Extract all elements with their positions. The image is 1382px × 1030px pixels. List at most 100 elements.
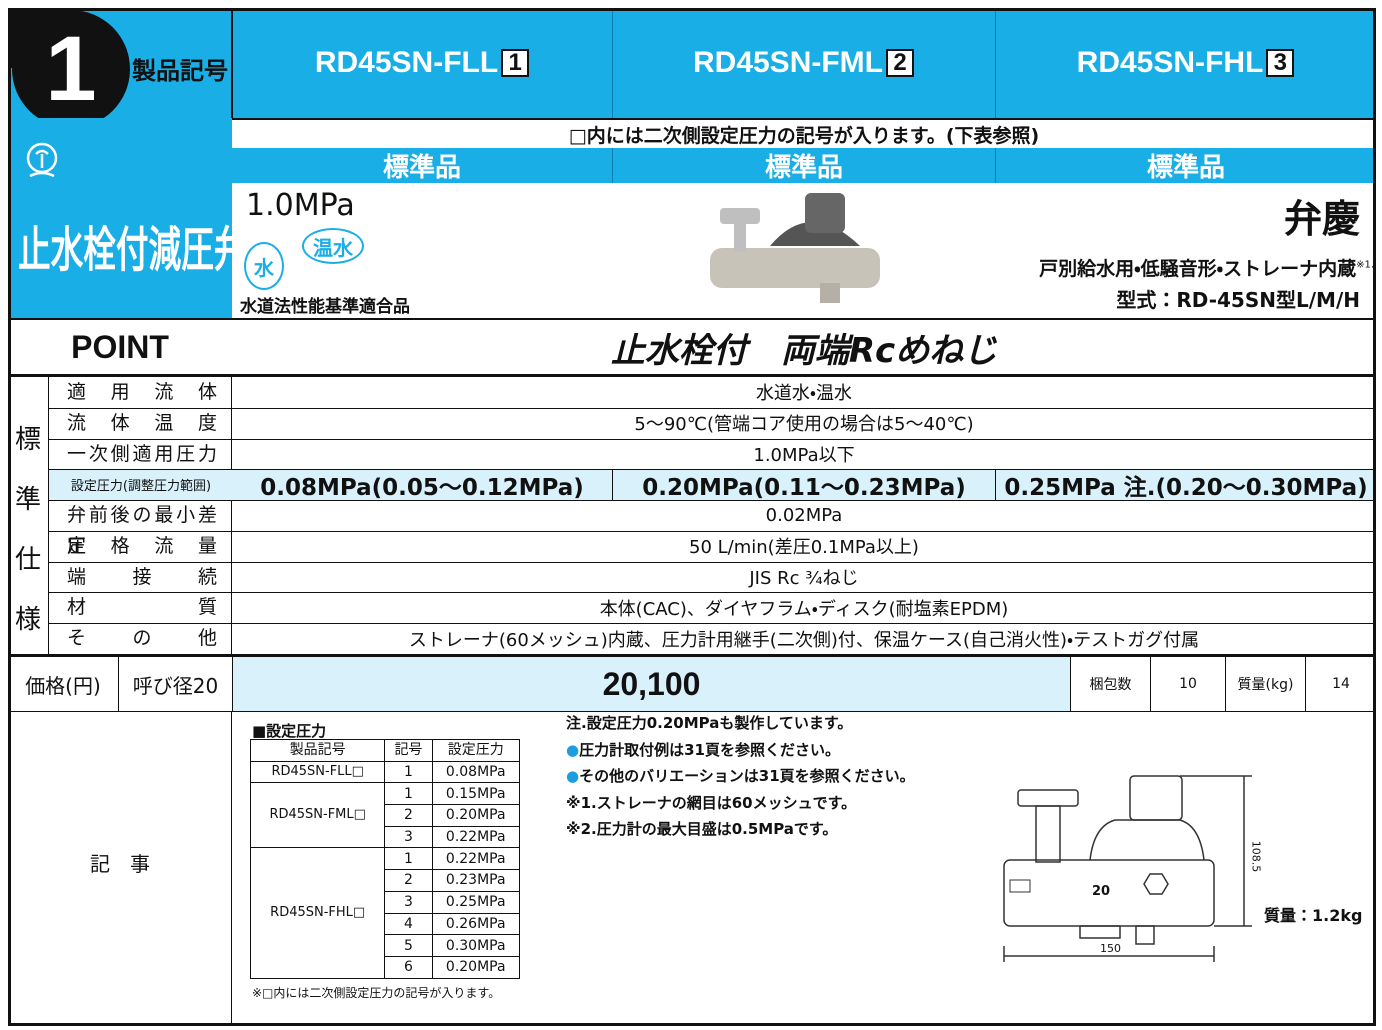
hot-water-badge: 温水: [302, 228, 364, 264]
price-label: 価格(円): [25, 673, 101, 698]
note: ※2.圧力計の最大目盛は0.5MPaです。: [566, 818, 837, 839]
spec-label: 端接続: [67, 565, 217, 588]
table-cell: 1: [384, 847, 433, 871]
size: 呼び径20: [118, 657, 232, 711]
table-cell: 0.22MPa: [431, 847, 520, 871]
header-label: 製品記号: [132, 56, 228, 85]
price-value: 20,100: [232, 657, 1070, 711]
grade-cell: 標準品: [995, 148, 1376, 183]
table-header-cell: 設定圧力: [431, 739, 520, 762]
grade-cell: 標準品: [612, 148, 995, 183]
note: ●その他のバリエーションは31頁を参照ください。: [566, 765, 915, 786]
note-text: 注.設定圧力0.20MPaも製作しています。: [566, 714, 853, 732]
spec-value: 1.0MPa以下: [753, 444, 855, 466]
table-footnote: ※□内には二次側設定圧力の記号が入ります。: [252, 986, 501, 1000]
row-line: [48, 561, 1376, 563]
category-title: 止水栓付減圧弁: [18, 222, 247, 278]
certification: 水道法性能基準適合品: [240, 297, 410, 317]
spec-label: 弁前後の最小差圧: [67, 504, 217, 557]
highlight: [49, 469, 1376, 501]
spec-value: 本体(CAC)、ダイヤフラム・ディスク(耐塩素EPDM): [599, 598, 1009, 620]
spec-group-char: 標: [14, 424, 41, 455]
divider: [48, 377, 49, 654]
table-cell: 4: [384, 912, 433, 936]
dimension-drawing: [1003, 775, 1252, 962]
table-cell: 0.30MPa: [431, 934, 520, 957]
spec-group-char: 仕: [14, 544, 41, 575]
model-code: 1: [501, 49, 530, 77]
table-title: ■設定圧力: [252, 722, 327, 740]
spec-label: 材質: [67, 596, 217, 619]
point-text: 止水栓付 両端Rcめねじ: [610, 331, 998, 371]
grade-cell: 標準品: [382, 153, 461, 183]
table-header-cell: 記号: [384, 739, 433, 762]
remarks-label: 記 事: [90, 851, 150, 876]
table-cell: 0.26MPa: [431, 912, 520, 936]
model-name: RD45SN-FHL: [1076, 46, 1264, 79]
divider: [231, 377, 232, 654]
note: ※1.ストレーナの網目は60メッシュです。: [566, 792, 856, 813]
spec-value: 50 L/min(差圧0.1MPa以上): [689, 537, 919, 559]
bullet: ●: [566, 767, 580, 785]
spec-label: 設定圧力(調整圧力範囲): [70, 479, 212, 495]
table-model: RD45SN-FML□: [249, 782, 386, 849]
note: 注.設定圧力0.20MPaも製作しています。: [566, 712, 852, 733]
table-cell: 0.25MPa: [431, 890, 520, 914]
table-row: RD45SN-FHL□ 1 0.22MPa: [249, 847, 520, 979]
dim-size: 20: [1092, 884, 1111, 899]
features-text: 戸別給水用・低騒音形・ストレーナ内蔵: [1039, 258, 1357, 280]
model-cell: RD45SN-FHL 3: [995, 8, 1376, 118]
pack: 10: [1150, 657, 1225, 711]
spec-value: JIS Rc ¾ねじ: [749, 568, 859, 590]
note: ●圧力計取付例は31頁を参照ください。: [566, 739, 840, 760]
product-photo: [710, 193, 880, 303]
point-label: POINT: [71, 329, 169, 365]
row-line: [48, 500, 1376, 502]
weight: 14: [1305, 657, 1376, 711]
brand: 弁慶: [1283, 196, 1360, 241]
row-line: [48, 530, 1376, 532]
table-cell: 3: [384, 890, 433, 914]
table-cell: 1: [384, 782, 433, 806]
spec-value: 0.20MPa(0.11〜0.23MPa): [612, 469, 995, 501]
spec-value: 0.08MPa(0.05〜0.12MPa): [260, 474, 584, 501]
note-text: ※1.ストレーナの網目は60メッシュです。: [566, 793, 857, 812]
table-header-cell: 製品記号: [249, 739, 386, 762]
table-cell: 2: [384, 804, 433, 827]
dim-height: 108.5: [1249, 840, 1263, 873]
table-row: 3 0.22MPa: [251, 825, 520, 849]
spec-value: 水道水・温水: [755, 383, 853, 405]
spec-label: 定格流量: [67, 534, 217, 557]
dim-width: 150: [1100, 942, 1121, 955]
table-cell: 6: [384, 955, 433, 979]
row-line: [48, 592, 1376, 594]
grade-band: [232, 148, 1376, 183]
model-cell: RD45SN-FLL 1: [232, 8, 612, 118]
features: 戸別給水用・低騒音形・ストレーナ内蔵※1.: [1039, 254, 1374, 281]
table-cell: 0.15MPa: [431, 782, 520, 806]
model-code: 3: [1266, 49, 1295, 77]
spec-label: 適用流体: [67, 381, 217, 403]
weight-label: 質量(kg): [1225, 657, 1305, 711]
model-name: RD45SN-FLL: [314, 46, 499, 79]
table-cell: 3: [384, 825, 433, 849]
water-badge: 水: [244, 242, 284, 290]
table-cell: 1: [384, 760, 433, 784]
table-row: 6 0.20MPa: [251, 955, 520, 979]
table-model: RD45SN-FLL□: [249, 760, 386, 784]
row-line: [48, 469, 1376, 471]
bullet: ●: [566, 740, 580, 759]
eco-icon: [26, 142, 58, 178]
table-row: 2 0.23MPa: [251, 869, 520, 892]
pressure-table: 製品記号 記号 設定圧力 RD45SN-FLL□ 1 0.08MPa RD45SN-FML□…: [249, 739, 520, 979]
features-note: ※1.: [1356, 259, 1374, 271]
table-row: RD45SN-FLL□ 1 0.08MPa: [249, 760, 520, 784]
pack-label: 梱包数: [1070, 657, 1150, 711]
table-cell: 0.08MPa: [431, 760, 520, 784]
table-header: 製品記号 記号 設定圧力: [249, 739, 520, 762]
row-line: [48, 623, 1376, 625]
spec-group-char: 様: [14, 604, 41, 635]
header-band: [8, 8, 1376, 118]
table-cell: 0.20MPa: [431, 804, 520, 827]
table-row: 3 0.25MPa: [251, 890, 520, 914]
